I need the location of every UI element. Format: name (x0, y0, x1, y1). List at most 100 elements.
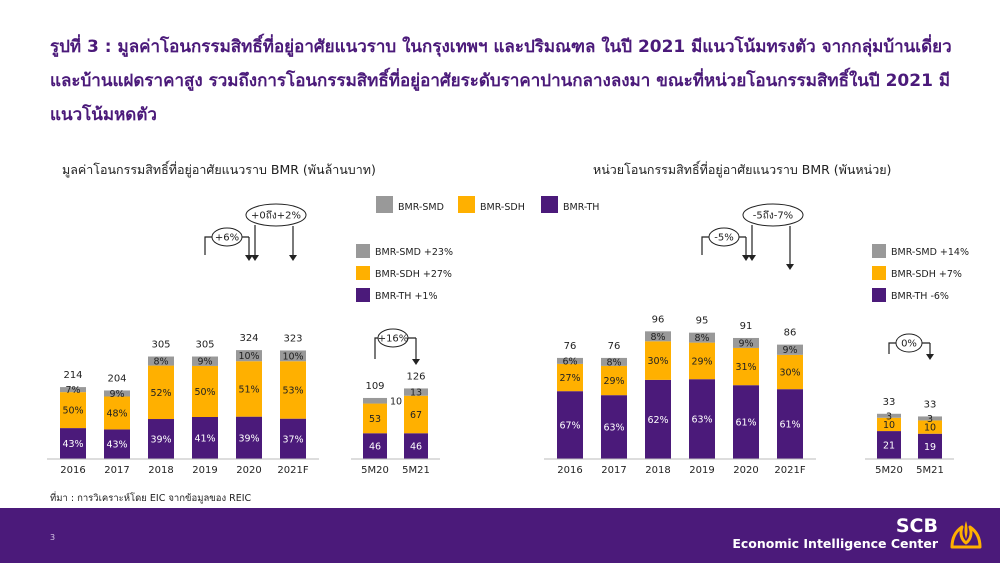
c0-bar-th-2016 (60, 428, 86, 459)
c1-label-smd-2017: 8% (606, 357, 621, 368)
c0-inset-label-sdh-5M20: 53 (369, 414, 381, 425)
c0-growth-th-text: BMR-TH +1% (375, 291, 437, 302)
c0-bar-th-2019 (192, 417, 218, 459)
c1-inset-note-ellipse (895, 333, 923, 353)
c0-label-smd-2016: 7% (65, 385, 80, 396)
c1-bar-sdh-2019 (689, 342, 715, 380)
c1-bar-th-2021F (777, 389, 803, 459)
page-number: 3 (50, 533, 56, 542)
c0-note-b-text: +0ถึง+2% (251, 210, 301, 222)
c0-growth-sdh-swatch (356, 266, 370, 280)
c0-growth-smd-swatch (356, 244, 370, 258)
c1-xtick-2019: 2019 (689, 465, 714, 476)
c1-total-2019: 95 (696, 316, 709, 327)
c0-inset-label-sdh-5M21: 67 (410, 410, 422, 421)
c1-total-2021F: 86 (784, 328, 797, 339)
c1-note-b-arrow1-head (748, 255, 756, 261)
c1-inset-bar-sdh-5M20 (877, 417, 901, 432)
c1-label-smd-2019: 8% (694, 333, 709, 344)
c1-inset-xtick-5M20: 5M20 (875, 465, 903, 476)
c1-total-2020: 91 (740, 321, 753, 332)
c0-inset-note-arrow-head (412, 359, 420, 365)
c1-note-b-ellipse (742, 203, 804, 227)
c1-xtick-2017: 2017 (601, 465, 626, 476)
c0-bar-smd-2017 (104, 390, 130, 397)
c1-bar-sdh-2016 (557, 363, 583, 392)
c1-inset-bar-th-5M20 (877, 431, 901, 459)
c1-inset-bar-smd-5M21 (918, 416, 942, 421)
c0-xtick-2019: 2019 (192, 465, 217, 476)
legend-sdh-text: BMR-SDH (480, 202, 525, 213)
c1-label-sdh-2016: 27% (559, 373, 580, 384)
c1-growth-th-swatch (872, 288, 886, 302)
c1-label-th-2020: 61% (735, 418, 756, 429)
brand-block: SCB Economic Intelligence Center (732, 516, 938, 552)
c0-inset-bar-th-5M20 (363, 433, 387, 459)
c1-bar-th-2017 (601, 395, 627, 459)
c0-inset-note-text: +16% (378, 334, 409, 345)
c0-bar-smd-2021F (280, 350, 306, 362)
c0-label-th-2020: 39% (238, 433, 259, 444)
c1-label-sdh-2021F: 30% (779, 368, 800, 379)
c0-label-th-2019: 41% (194, 434, 215, 445)
c0-bar-sdh-2016 (60, 392, 86, 429)
c1-xtick-2018: 2018 (645, 465, 670, 476)
c1-growth-th-text: BMR-TH -6% (891, 291, 949, 302)
c1-bar-sdh-2020 (733, 347, 759, 386)
page-title: รูปที่ 3 : มูลค่าโอนกรรมสิทธิ์ที่อยู่อาศ… (50, 37, 952, 125)
c0-note-a-ellipse (211, 227, 243, 247)
c1-bar-smd-2017 (601, 357, 627, 366)
c0-xtick-2016: 2016 (60, 465, 85, 476)
c0-label-smd-2017: 9% (109, 389, 124, 400)
c1-bar-smd-2021F (777, 344, 803, 355)
c1-growth-sdh-swatch (872, 266, 886, 280)
c0-growth-smd-text: BMR-SMD +23% (375, 247, 453, 258)
c0-label-sdh-2020: 51% (238, 384, 259, 395)
c0-inset-total-5M21: 126 (406, 371, 425, 382)
c0-total-2020: 324 (239, 333, 258, 344)
c0-bar-sdh-2021F (280, 361, 306, 419)
c1-inset-note-text: 0% (901, 339, 917, 350)
c1-label-th-2018: 62% (647, 415, 668, 426)
c0-inset-bar-smd-5M20 (363, 397, 387, 404)
c0-inset-label-th-5M21: 46 (410, 442, 422, 453)
c0-label-th-2016: 43% (62, 439, 83, 450)
c0-bar-sdh-2017 (104, 396, 130, 430)
c1-label-sdh-2019: 29% (691, 356, 712, 367)
c0-bar-smd-2016 (60, 387, 86, 393)
c0-note-a-text: +6% (215, 233, 239, 244)
c0-inset-bar-th-5M21 (404, 433, 428, 459)
c1-bar-smd-2016 (557, 357, 583, 364)
c1-note-a-ellipse (708, 227, 740, 247)
c1-inset-total-5M21: 33 (924, 399, 937, 410)
footer-bar (0, 508, 1000, 563)
c0-label-smd-2020: 10% (238, 351, 259, 362)
c0-bar-th-2020 (236, 416, 262, 459)
c1-growth-smd-text: BMR-SMD +14% (891, 247, 969, 258)
c0-bar-th-2021F (280, 418, 306, 459)
c1-inset-bar-th-5M21 (918, 433, 942, 459)
c1-total-2017: 76 (608, 341, 621, 352)
c1-label-th-2016: 67% (559, 421, 580, 432)
c1-label-smd-2020: 9% (738, 338, 753, 349)
c0-total-2021F: 323 (283, 333, 302, 344)
c1-label-smd-2018: 8% (650, 332, 665, 343)
c0-label-th-2021F: 37% (282, 434, 303, 445)
c0-bar-smd-2018 (148, 356, 174, 366)
c0-label-sdh-2021F: 53% (282, 385, 303, 396)
c0-bar-smd-2019 (192, 356, 218, 366)
c0-inset-xtick-5M21: 5M21 (402, 465, 430, 476)
c1-note-a-arrow-head (742, 255, 750, 261)
c0-label-th-2018: 39% (150, 435, 171, 446)
c0-xtick-2017: 2017 (104, 465, 129, 476)
c0-xtick-2018: 2018 (148, 465, 173, 476)
c1-inset-note-arrow-head (926, 354, 934, 360)
legend-smd-swatch (376, 196, 393, 213)
c1-label-sdh-2020: 31% (735, 362, 756, 373)
c1-growth-smd-swatch (872, 244, 886, 258)
c0-bar-th-2018 (148, 419, 174, 459)
legend-th-text: BMR-TH (563, 202, 599, 213)
c0-label-smd-2018: 8% (153, 357, 168, 368)
c1-inset-bar-sdh-5M21 (918, 420, 942, 434)
c0-bar-sdh-2018 (148, 365, 174, 420)
